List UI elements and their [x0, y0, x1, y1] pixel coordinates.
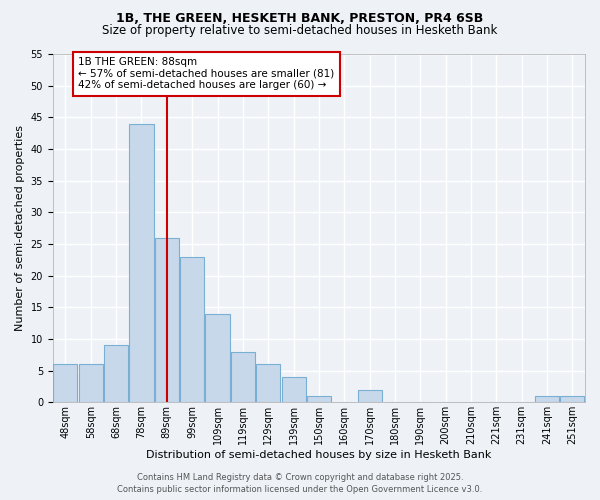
- Bar: [358, 390, 382, 402]
- Text: 1B THE GREEN: 88sqm
← 57% of semi-detached houses are smaller (81)
42% of semi-d: 1B THE GREEN: 88sqm ← 57% of semi-detach…: [78, 57, 334, 90]
- Text: Contains HM Land Registry data © Crown copyright and database right 2025.
Contai: Contains HM Land Registry data © Crown c…: [118, 473, 482, 494]
- Bar: [104, 346, 128, 403]
- Bar: [130, 124, 154, 402]
- Bar: [231, 352, 255, 403]
- X-axis label: Distribution of semi-detached houses by size in Hesketh Bank: Distribution of semi-detached houses by …: [146, 450, 491, 460]
- Text: 1B, THE GREEN, HESKETH BANK, PRESTON, PR4 6SB: 1B, THE GREEN, HESKETH BANK, PRESTON, PR…: [116, 12, 484, 26]
- Bar: [155, 238, 179, 402]
- Bar: [53, 364, 77, 403]
- Bar: [535, 396, 559, 402]
- Bar: [256, 364, 280, 403]
- Bar: [205, 314, 230, 402]
- Bar: [180, 256, 204, 402]
- Bar: [560, 396, 584, 402]
- Bar: [307, 396, 331, 402]
- Bar: [79, 364, 103, 403]
- Y-axis label: Number of semi-detached properties: Number of semi-detached properties: [15, 125, 25, 331]
- Bar: [281, 377, 305, 402]
- Text: Size of property relative to semi-detached houses in Hesketh Bank: Size of property relative to semi-detach…: [103, 24, 497, 37]
